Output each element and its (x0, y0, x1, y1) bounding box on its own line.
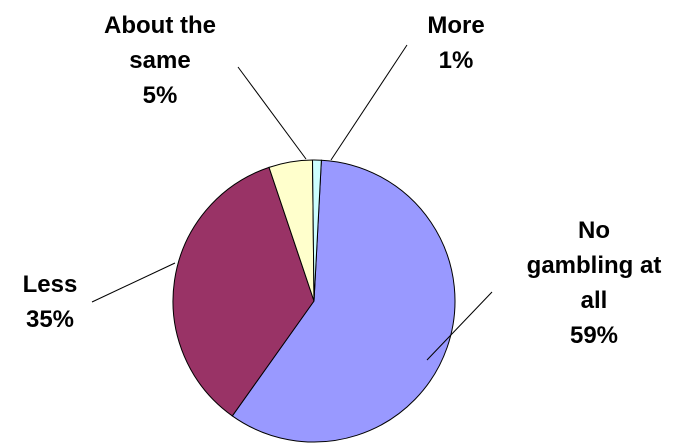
leader-line-no-gambling-at-all (426, 291, 493, 361)
leader-lines (91, 44, 493, 361)
pie-slice-less (172, 166, 315, 417)
data-label-line: 5% (143, 82, 178, 109)
data-label-less: Less 35% (23, 271, 78, 333)
pie-slice-no-gambling-at-all (231, 159, 456, 443)
data-label-line: 59% (570, 322, 618, 349)
data-label-line: same (129, 47, 190, 74)
data-label-line: 1% (439, 47, 474, 74)
data-label-more: More 1% (427, 12, 484, 74)
data-label-line: gambling at (527, 252, 662, 279)
slice-labels: No gambling at all 59% Less 35% About the same 5… (23, 12, 662, 349)
pie-slice-more (312, 159, 322, 302)
data-label-about-the-same: About the same 5% (104, 12, 216, 109)
data-label-line: all (581, 287, 608, 314)
data-label-line: About the (104, 12, 216, 39)
data-label-line: 35% (26, 306, 74, 333)
leader-line-more (330, 44, 408, 161)
data-label-line: Less (23, 271, 78, 298)
data-label-no-gambling-at-all: No gambling at all 59% (527, 217, 662, 349)
leader-line-about-the-same (237, 66, 307, 160)
pie-slices (172, 159, 456, 443)
data-label-line: More (427, 12, 484, 39)
leader-line-less (91, 262, 176, 303)
data-label-line: No (578, 217, 610, 244)
